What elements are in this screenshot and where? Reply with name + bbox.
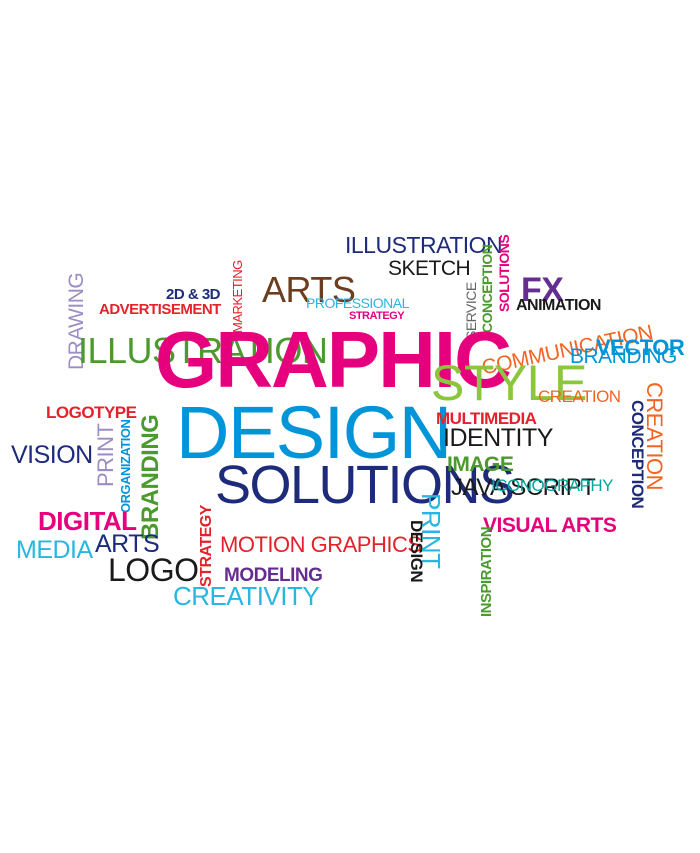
word-solutions-vertical: SOLUTIONS — [496, 234, 512, 312]
word-branding-left: BRANDING — [137, 414, 164, 540]
word-strategy-vertical: STRATEGY — [198, 505, 215, 587]
word-arts-left: ARTS — [95, 530, 160, 558]
word-advertisement: ADVERTISEMENT — [99, 301, 221, 318]
word-arts-top: ARTS — [262, 269, 356, 310]
word-iconography: ICONOGRAPHY — [491, 476, 614, 495]
word-digital: DIGITAL — [38, 506, 137, 536]
word-multimedia: MULTIMEDIA — [436, 409, 537, 428]
word-inspiration: INSPIRATION — [478, 526, 495, 617]
word-vector: VECTOR — [596, 335, 685, 360]
word-design: DESIGN — [176, 391, 452, 474]
word-print-left: PRINT — [93, 423, 118, 488]
word-identity: IDENTITY — [443, 424, 553, 452]
word-strategy-small: STRATEGY — [349, 310, 405, 322]
word-graphic: GRAPHIC — [155, 315, 512, 404]
word-visual-arts: VISUAL ARTS — [483, 514, 617, 537]
word-logo: LOGO — [108, 552, 199, 588]
word-2d-3d: 2D & 3D — [166, 286, 221, 303]
word-solutions: SOLUTIONS — [215, 455, 515, 515]
word-logotype: LOGOTYPE — [46, 403, 137, 422]
word-style: STYLE — [431, 355, 587, 411]
word-motion-graphics: MOTION GRAPHICS — [220, 532, 422, 557]
word-vision: VISION — [11, 441, 93, 469]
word-organization: ORGANIZATION — [118, 419, 133, 513]
word-animation: ANIMATION — [516, 297, 601, 314]
word-illustration-top: ILLUSTRATION — [345, 232, 503, 258]
word-fx: FX — [521, 271, 564, 309]
word-illustration-green: ILLUSTRATION — [78, 330, 328, 371]
word-creation-mid: CREATION — [538, 387, 621, 406]
word-branding-right: BRANDING — [570, 345, 677, 368]
word-java-script: JAVA SCRIPT — [451, 474, 596, 501]
word-print-vertical: PRINT — [416, 493, 446, 569]
word-image: IMAGE — [447, 453, 514, 476]
word-modeling: MODELING — [224, 565, 323, 586]
word-creativity: CREATIVITY — [173, 581, 320, 611]
word-professional: PROFESSIONAL — [306, 295, 409, 311]
word-sketch: SKETCH — [388, 257, 471, 280]
word-media: MEDIA — [16, 536, 93, 564]
word-conception-vertical: CONCEPTION — [628, 400, 647, 509]
